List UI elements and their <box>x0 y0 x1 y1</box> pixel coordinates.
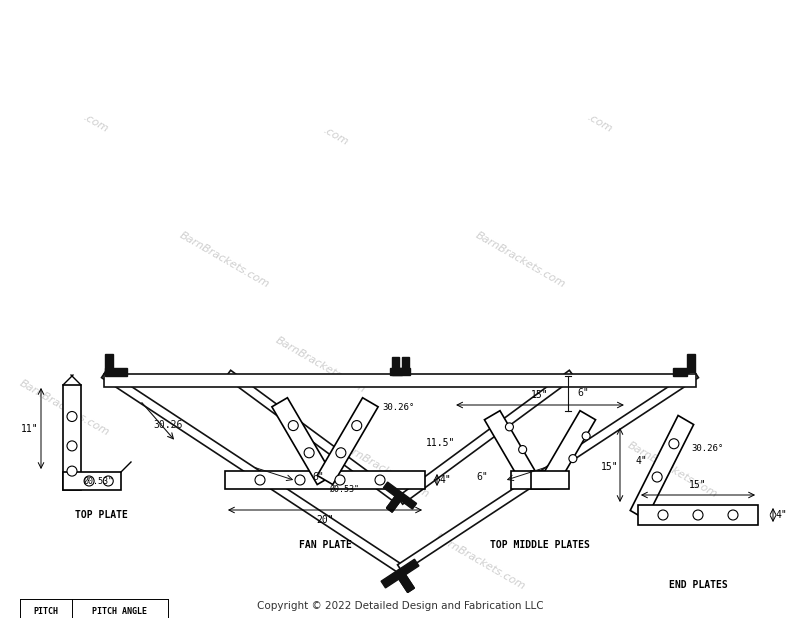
Text: 30.26°: 30.26° <box>691 444 723 453</box>
Text: .com: .com <box>82 112 110 135</box>
Text: BarnBrackets.com: BarnBrackets.com <box>434 533 526 592</box>
Circle shape <box>103 476 114 486</box>
Text: 6": 6" <box>476 472 488 482</box>
Text: PITCH ANGLE: PITCH ANGLE <box>93 607 147 616</box>
Circle shape <box>255 475 265 485</box>
Polygon shape <box>638 505 758 525</box>
Text: BarnBrackets.com: BarnBrackets.com <box>338 440 430 499</box>
Polygon shape <box>531 471 569 489</box>
Text: END PLATES: END PLATES <box>669 580 727 590</box>
Polygon shape <box>398 493 417 509</box>
Circle shape <box>335 475 345 485</box>
Text: BarnBrackets.com: BarnBrackets.com <box>18 378 110 438</box>
Text: 30.26°: 30.26° <box>382 403 414 412</box>
Polygon shape <box>386 494 403 512</box>
Polygon shape <box>102 370 402 572</box>
Text: 30.26: 30.26 <box>154 420 182 430</box>
Text: BarnBrackets.com: BarnBrackets.com <box>626 440 718 499</box>
Circle shape <box>518 446 526 454</box>
Polygon shape <box>390 368 402 375</box>
Circle shape <box>84 476 94 486</box>
Text: 4": 4" <box>440 475 452 485</box>
Polygon shape <box>398 370 698 572</box>
Text: 15": 15" <box>531 390 549 400</box>
Polygon shape <box>391 368 410 375</box>
Polygon shape <box>63 472 121 490</box>
Circle shape <box>336 448 346 458</box>
Polygon shape <box>391 357 398 372</box>
Text: 11.5": 11.5" <box>426 438 455 447</box>
Circle shape <box>295 475 305 485</box>
Polygon shape <box>225 471 425 489</box>
Text: PITCH: PITCH <box>34 607 58 616</box>
Text: 15": 15" <box>600 462 618 473</box>
Text: FAN PLATE: FAN PLATE <box>298 540 351 550</box>
Circle shape <box>375 475 385 485</box>
Circle shape <box>693 510 703 520</box>
Circle shape <box>728 510 738 520</box>
Polygon shape <box>542 411 595 485</box>
Text: Ø0.53": Ø0.53" <box>330 485 360 494</box>
Polygon shape <box>105 368 127 376</box>
Polygon shape <box>511 471 549 489</box>
Circle shape <box>582 432 590 440</box>
Text: Copyright © 2022 Detailed Design and Fabrication LLC: Copyright © 2022 Detailed Design and Fab… <box>257 601 543 611</box>
Polygon shape <box>381 570 402 588</box>
Text: 4": 4" <box>776 510 788 520</box>
Bar <box>104 374 696 387</box>
Text: 15": 15" <box>689 480 707 490</box>
Circle shape <box>67 466 77 476</box>
Text: .com: .com <box>586 112 614 135</box>
Text: .com: .com <box>322 125 350 147</box>
Text: 11": 11" <box>20 423 38 433</box>
Polygon shape <box>673 368 687 376</box>
Text: 6": 6" <box>578 388 590 399</box>
Text: BarnBrackets.com: BarnBrackets.com <box>274 335 366 394</box>
Polygon shape <box>272 398 333 485</box>
Text: Ø0.53": Ø0.53" <box>84 477 114 486</box>
Polygon shape <box>63 385 81 490</box>
Text: BarnBrackets.com: BarnBrackets.com <box>178 230 270 289</box>
Circle shape <box>67 412 77 421</box>
Polygon shape <box>318 398 378 485</box>
Circle shape <box>669 439 679 449</box>
Text: 4": 4" <box>635 456 646 466</box>
Polygon shape <box>397 572 414 593</box>
Polygon shape <box>383 482 402 498</box>
Circle shape <box>506 423 514 431</box>
Circle shape <box>288 421 298 431</box>
Circle shape <box>658 510 668 520</box>
Polygon shape <box>398 559 419 577</box>
Text: BarnBrackets.com: BarnBrackets.com <box>474 230 566 289</box>
Text: TOP MIDDLE PLATES: TOP MIDDLE PLATES <box>490 540 590 550</box>
Circle shape <box>569 455 577 463</box>
Circle shape <box>67 441 77 451</box>
Text: TOP PLATE: TOP PLATE <box>74 510 127 520</box>
Circle shape <box>352 421 362 431</box>
Polygon shape <box>402 357 409 372</box>
Polygon shape <box>687 354 695 372</box>
Polygon shape <box>397 572 414 593</box>
Polygon shape <box>398 370 574 504</box>
Text: 6": 6" <box>312 472 324 482</box>
Circle shape <box>652 472 662 482</box>
Polygon shape <box>105 354 113 372</box>
Text: 20": 20" <box>316 515 334 525</box>
Polygon shape <box>386 494 403 512</box>
Circle shape <box>304 448 314 458</box>
Polygon shape <box>226 370 402 504</box>
Polygon shape <box>630 415 694 520</box>
Polygon shape <box>485 411 538 485</box>
